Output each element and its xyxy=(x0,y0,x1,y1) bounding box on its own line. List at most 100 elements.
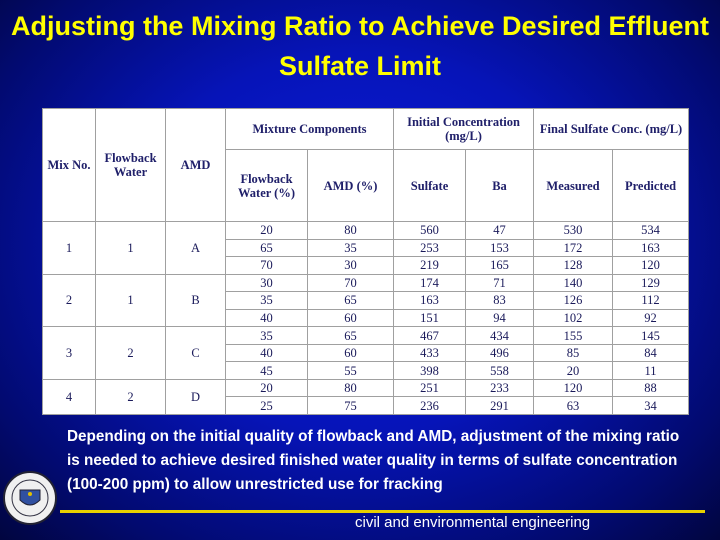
value-cell: 83 xyxy=(465,291,535,310)
slide-title: Adjusting the Mixing Ratio to Achieve De… xyxy=(10,11,710,81)
footer-rule xyxy=(60,510,705,513)
value-cell: 80 xyxy=(306,378,395,398)
value-cell: 25 xyxy=(225,396,308,415)
value-cell: 126 xyxy=(533,291,614,310)
university-seal xyxy=(3,471,57,525)
value-cell: 163 xyxy=(393,291,467,310)
value-cell: 60 xyxy=(306,308,395,328)
value-cell: 45 xyxy=(225,361,308,380)
mix-cell: 3 xyxy=(42,326,96,380)
value-cell: 233 xyxy=(465,378,535,398)
table-row: 3 2 C 35 65 467 434 155 145 xyxy=(42,326,690,380)
table-row: Mix No. Flowback Water AMD Mixture Componen… xyxy=(42,107,690,223)
value-cell: 35 xyxy=(225,326,308,345)
value-cell: 236 xyxy=(393,396,467,415)
header-cell: Measured xyxy=(533,149,614,223)
header-cell: Final Sulfate Conc. (mg/L) xyxy=(533,107,690,151)
table-row: 65 35 253 153 172 163 xyxy=(43,238,690,258)
value-cell: 496 xyxy=(465,343,535,363)
body-text: Depending on the initial quality of flow… xyxy=(67,428,680,493)
mix-cell: 1 xyxy=(42,221,96,275)
value-cell: 35 xyxy=(306,238,395,258)
value-cell: 172 xyxy=(533,238,614,258)
header-cell: AMD (%) xyxy=(306,149,395,223)
value-cell: 151 xyxy=(393,308,467,328)
value-cell: 163 xyxy=(612,238,690,258)
value-cell: 84 xyxy=(612,343,690,363)
table-row: 1 1 A 20 80 560 47 530 534 xyxy=(42,221,690,275)
value-cell: 155 xyxy=(533,326,614,345)
value-cell: 112 xyxy=(612,291,690,310)
header-cell: Sulfate xyxy=(393,149,467,223)
value-cell: 65 xyxy=(306,291,395,310)
value-cell: 140 xyxy=(533,273,614,293)
value-cell: 120 xyxy=(533,378,614,398)
header-cell: AMD xyxy=(165,107,226,223)
value-cell: 63 xyxy=(533,396,614,415)
header-cell: Flowback Water (%) xyxy=(225,149,308,223)
value-cell: 70 xyxy=(306,273,395,293)
value-cell: 174 xyxy=(393,273,467,293)
amd-cell: C xyxy=(165,326,226,380)
table-row: 35 65 163 83 126 112 xyxy=(43,291,690,310)
flowback-cell: 1 xyxy=(95,221,166,275)
value-cell: 128 xyxy=(533,256,614,275)
value-cell: 165 xyxy=(465,256,535,275)
value-cell: 40 xyxy=(225,308,308,328)
value-cell: 291 xyxy=(465,396,535,415)
value-cell: 20 xyxy=(225,221,308,240)
value-cell: 102 xyxy=(533,308,614,328)
value-cell: 65 xyxy=(306,326,395,345)
value-cell: 47 xyxy=(465,221,535,240)
value-cell: 251 xyxy=(393,378,467,398)
value-cell: 153 xyxy=(465,238,535,258)
value-cell: 20 xyxy=(225,378,308,398)
table-row: 25 75 236 291 63 34 xyxy=(43,396,690,415)
value-cell: 92 xyxy=(612,308,690,328)
value-cell: 30 xyxy=(225,273,308,293)
value-cell: 71 xyxy=(465,273,535,293)
flowback-cell: 1 xyxy=(95,273,166,328)
table-row: Flowback Water (%) AMD (%) Sulfate Ba Measur… xyxy=(43,149,690,223)
value-cell: 560 xyxy=(393,221,467,240)
amd-cell: B xyxy=(165,273,226,328)
value-cell: 35 xyxy=(225,291,308,310)
value-cell: 65 xyxy=(225,238,308,258)
value-cell: 253 xyxy=(393,238,467,258)
value-cell: 11 xyxy=(612,361,690,380)
header-cell: Predicted xyxy=(612,149,690,223)
value-cell: 467 xyxy=(393,326,467,345)
value-cell: 34 xyxy=(612,396,690,415)
value-cell: 94 xyxy=(465,308,535,328)
value-cell: 534 xyxy=(612,221,690,240)
table-row: 2 1 B 30 70 174 71 140 129 xyxy=(42,273,690,328)
value-cell: 40 xyxy=(225,343,308,363)
header-cell: Initial Concentration (mg/L) xyxy=(393,107,535,151)
header-cell: Mix No. xyxy=(42,107,96,223)
value-cell: 55 xyxy=(306,361,395,380)
table-row: 70 30 219 165 128 120 xyxy=(43,256,690,275)
value-cell: 88 xyxy=(612,378,690,398)
value-cell: 80 xyxy=(306,221,395,240)
header-cell: Ba xyxy=(465,149,535,223)
value-cell: 219 xyxy=(393,256,467,275)
value-cell: 30 xyxy=(306,256,395,275)
value-cell: 60 xyxy=(306,343,395,363)
table-row: 40 60 151 94 102 92 xyxy=(43,308,690,328)
footer-text: civil and environmental engineering xyxy=(355,514,591,531)
value-cell: 75 xyxy=(306,396,395,415)
amd-cell: D xyxy=(165,378,226,416)
header-cell: Flowback Water xyxy=(95,107,166,223)
header-cell: Mixture Components xyxy=(224,107,395,151)
value-cell: 120 xyxy=(612,256,690,275)
mix-cell: 4 xyxy=(42,378,96,416)
value-cell: 20 xyxy=(533,361,614,380)
value-cell: 129 xyxy=(612,273,690,293)
value-cell: 70 xyxy=(225,256,308,275)
flowback-cell: 2 xyxy=(95,326,166,380)
mix-cell: 2 xyxy=(42,273,96,328)
value-cell: 434 xyxy=(465,326,535,345)
value-cell: 398 xyxy=(393,361,467,380)
table-row: 45 55 398 558 20 11 xyxy=(43,361,690,380)
